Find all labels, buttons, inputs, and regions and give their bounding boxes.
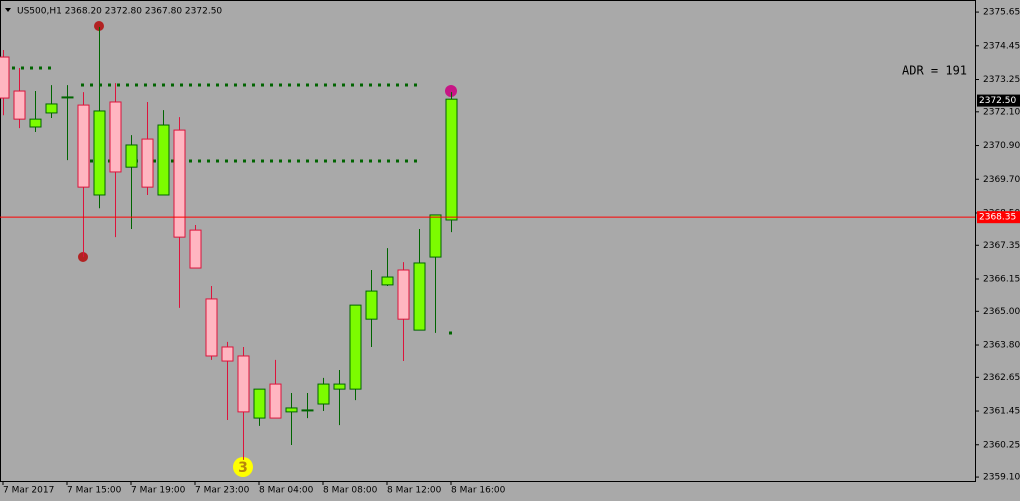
plot-frame [0, 0, 976, 482]
price-tag-label: 2368.35 [979, 213, 1016, 223]
wave-label: 3 [238, 460, 248, 476]
y-tick-label: 2369.70 [983, 175, 1020, 185]
candle-body [285, 407, 298, 413]
x-tick-label: 8 Mar 08:00 [323, 486, 378, 496]
candle-body [61, 96, 74, 99]
y-tick-label: 2361.45 [983, 407, 1020, 417]
wave-marker [233, 457, 253, 477]
candle-body [205, 298, 218, 357]
candle-body [317, 383, 330, 405]
price-tag [977, 211, 1020, 224]
candle-body [397, 269, 410, 320]
y-tick-label: 2359.10 [983, 473, 1020, 483]
candle-body [45, 103, 58, 114]
candle-body [173, 129, 186, 238]
signal-marker [445, 85, 457, 97]
price-tag-label: 2372.50 [979, 96, 1016, 106]
candle-body [221, 346, 234, 362]
y-tick-label: 2360.25 [983, 440, 1020, 450]
candle-body [13, 90, 26, 120]
adr-label: ADR = 191 [902, 64, 967, 78]
candle-body [237, 355, 250, 413]
y-tick-label: 2363.80 [983, 341, 1020, 351]
candle-body [189, 229, 202, 269]
x-tick-label: 7 Mar 2017 [3, 486, 54, 496]
candle-body [365, 290, 378, 320]
x-tick-label: 8 Mar 12:00 [387, 486, 442, 496]
candle-body [125, 144, 138, 168]
levels [3, 66, 453, 335]
candle-body [269, 383, 282, 419]
y-tick-label: 2372.10 [983, 107, 1020, 117]
y-tick-label: 2365.00 [983, 307, 1020, 317]
y-tick-label: 2374.45 [983, 41, 1020, 51]
candle-body [253, 388, 266, 419]
x-tick-label: 8 Mar 16:00 [451, 486, 506, 496]
price-tag [977, 94, 1020, 107]
candle-body [333, 383, 346, 390]
candle-body [157, 124, 170, 196]
candle-body [77, 104, 90, 188]
candle-body [93, 110, 106, 196]
x-tick-label: 7 Mar 15:00 [67, 486, 122, 496]
y-tick-label: 2362.65 [983, 373, 1020, 383]
candle-body [301, 409, 314, 412]
y-tick-label: 2375.65 [983, 8, 1020, 18]
y-tick-label: 2367.35 [983, 241, 1020, 251]
candle-body [381, 276, 394, 286]
x-tick-label: 8 Mar 04:00 [259, 486, 314, 496]
candle-body [349, 304, 362, 390]
y-tick-label: 2373.25 [983, 75, 1020, 85]
x-tick-label: 7 Mar 23:00 [195, 486, 250, 496]
menu-arrow[interactable] [5, 8, 11, 12]
candle-body [29, 118, 42, 128]
candle-body [141, 138, 154, 188]
y-tick-label: 2366.15 [983, 274, 1020, 284]
y-tick-label: 2370.90 [983, 141, 1020, 151]
candle-body [445, 98, 458, 221]
candle-body [429, 214, 442, 258]
signal-marker [94, 21, 104, 31]
x-tick-label: 7 Mar 19:00 [131, 486, 186, 496]
candle-body [413, 262, 426, 331]
candle-body [109, 101, 122, 173]
chart-title: US500,H1 2368.20 2372.80 2367.80 2372.50 [17, 7, 222, 17]
candle-body [0, 56, 10, 99]
